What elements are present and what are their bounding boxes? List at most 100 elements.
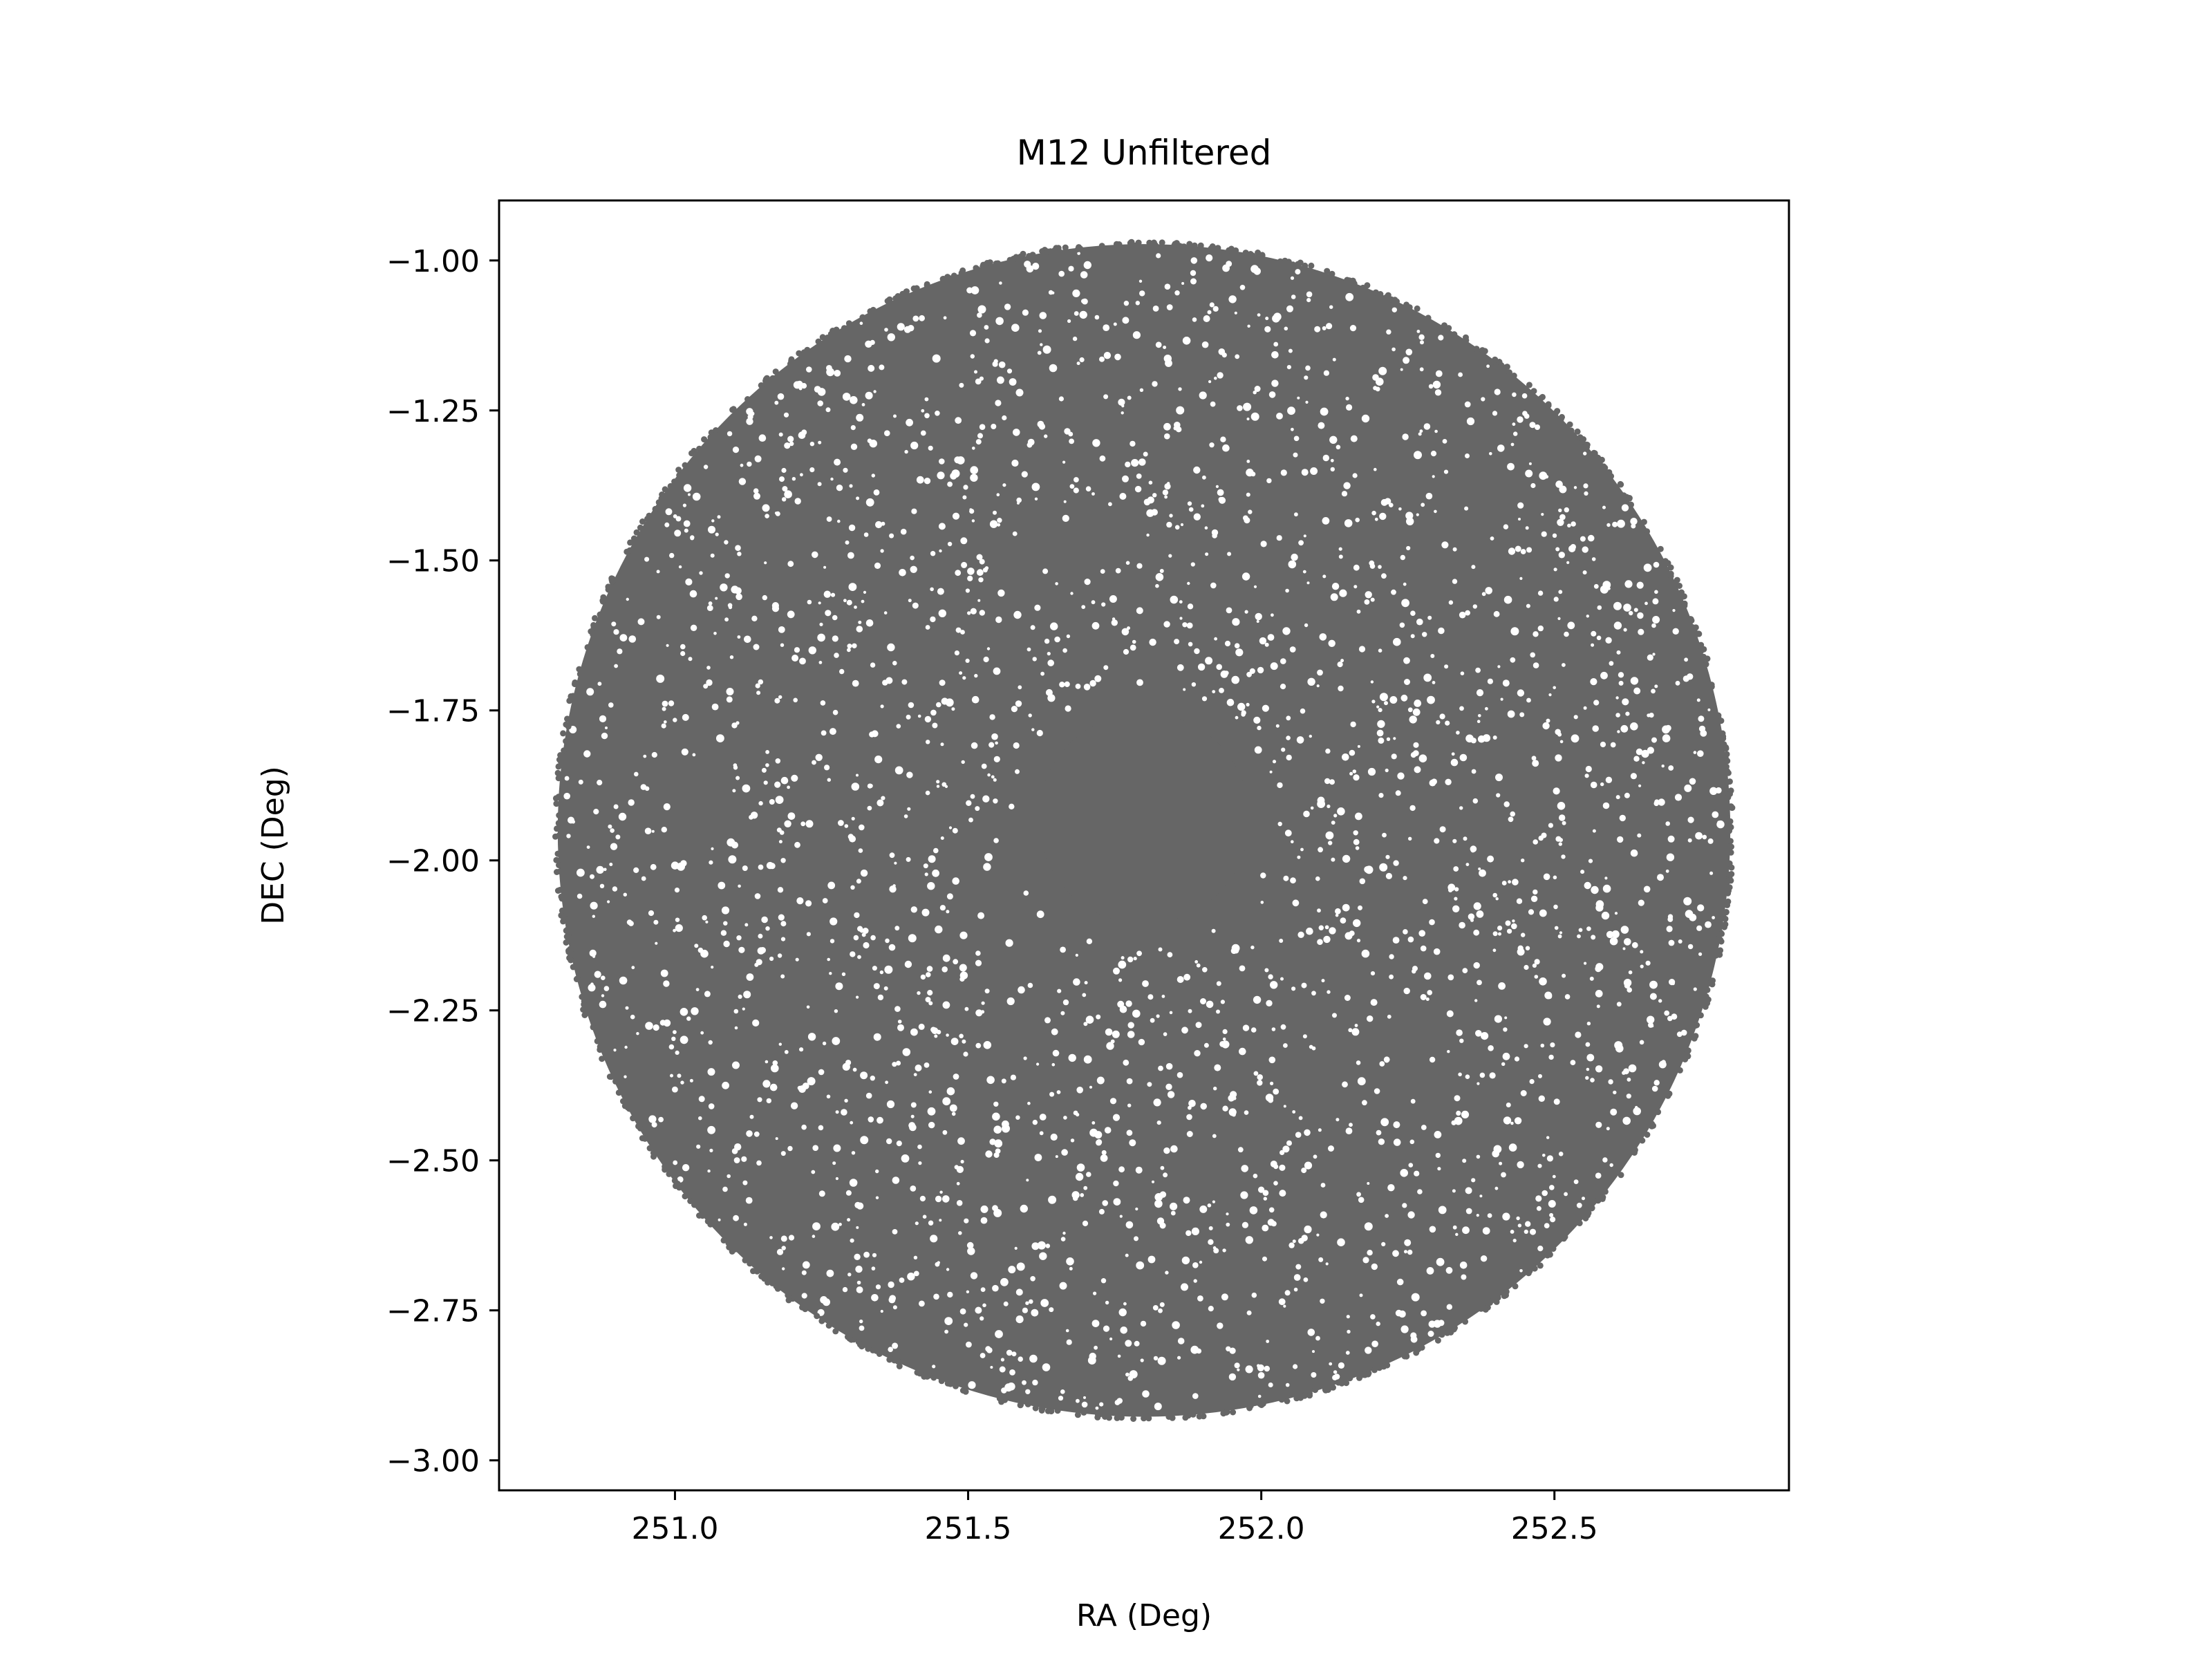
gap	[1271, 1027, 1276, 1031]
gap	[1204, 526, 1208, 529]
gap	[985, 1150, 993, 1158]
data-point	[830, 328, 836, 334]
gap	[910, 1102, 917, 1108]
gap	[1326, 323, 1333, 330]
gap	[1623, 628, 1627, 632]
gap	[1503, 1027, 1508, 1032]
gap	[830, 917, 838, 926]
gap	[1011, 706, 1018, 713]
gap	[1335, 1118, 1340, 1122]
gap	[717, 515, 721, 519]
gap	[1466, 417, 1475, 426]
gap	[1358, 1197, 1365, 1203]
gap	[966, 800, 972, 807]
gap	[1123, 1302, 1127, 1306]
gap	[930, 1235, 938, 1243]
gap	[1155, 573, 1164, 581]
gap	[845, 540, 850, 545]
data-point	[553, 800, 560, 807]
gap	[1262, 1224, 1269, 1232]
gap	[1418, 334, 1425, 340]
gap	[1159, 1302, 1165, 1307]
gap	[1559, 931, 1563, 935]
gap	[1712, 916, 1716, 919]
gap	[1021, 471, 1028, 478]
gap	[963, 485, 968, 490]
gap	[1126, 1130, 1133, 1136]
gap	[1546, 1155, 1553, 1162]
data-point	[995, 260, 1002, 267]
gap	[1508, 1143, 1517, 1152]
gap	[744, 635, 751, 644]
gap	[619, 976, 628, 985]
gap	[1382, 832, 1387, 838]
data-point	[560, 915, 567, 921]
gap	[930, 616, 936, 623]
gap	[981, 1001, 985, 1005]
data-point	[707, 1221, 714, 1228]
gap	[971, 286, 980, 294]
gap	[1355, 846, 1360, 850]
gap	[1216, 664, 1222, 671]
gap	[899, 1277, 905, 1283]
data-point	[1451, 331, 1458, 338]
data-point	[1526, 1267, 1533, 1274]
gap	[1010, 1074, 1016, 1080]
gap	[1420, 945, 1427, 952]
gap	[939, 1219, 942, 1222]
gap	[1222, 1248, 1226, 1253]
gap	[1583, 706, 1587, 710]
data-point	[1024, 1400, 1031, 1407]
gap	[966, 1341, 972, 1348]
gap	[1318, 925, 1324, 930]
data-point	[1683, 1049, 1690, 1056]
gap	[1347, 1329, 1351, 1334]
gap	[1501, 1172, 1506, 1178]
gap	[979, 559, 985, 565]
gap	[596, 865, 604, 874]
gap	[1680, 1029, 1687, 1036]
gap	[590, 982, 594, 986]
gap	[935, 1195, 942, 1203]
gap	[1286, 735, 1291, 740]
data-point	[1247, 251, 1254, 257]
gap	[1532, 963, 1537, 968]
gap	[1085, 1015, 1094, 1024]
gap	[1535, 424, 1540, 430]
gap	[889, 852, 895, 859]
gap	[1434, 838, 1440, 844]
data-point	[1550, 1246, 1557, 1252]
gap	[1479, 869, 1486, 877]
gap	[870, 935, 876, 941]
data-point	[658, 495, 665, 502]
gap	[1257, 666, 1264, 674]
gap	[854, 606, 857, 609]
gap	[1459, 706, 1464, 711]
data-point	[1277, 258, 1284, 265]
gap	[854, 912, 860, 919]
gap	[1026, 265, 1034, 273]
gap	[601, 732, 608, 740]
data-point	[637, 524, 644, 531]
gap	[1371, 1263, 1378, 1271]
gap	[871, 1294, 879, 1302]
gap	[1322, 454, 1330, 462]
gap	[1580, 536, 1586, 542]
x-tick-label: 251.0	[631, 1511, 718, 1546]
gap	[1293, 452, 1298, 458]
gap	[1227, 552, 1232, 556]
data-point	[1721, 924, 1727, 930]
gap	[955, 627, 962, 633]
gap	[959, 931, 968, 939]
gap	[613, 804, 619, 809]
gap	[706, 666, 711, 670]
gap	[935, 411, 940, 416]
gap	[742, 1007, 745, 1011]
gap	[850, 425, 856, 431]
gap	[1479, 1072, 1485, 1078]
gap	[1412, 708, 1421, 716]
gap	[1461, 1274, 1467, 1280]
gap	[782, 1267, 785, 1271]
gap	[863, 941, 870, 949]
gap	[924, 872, 928, 877]
